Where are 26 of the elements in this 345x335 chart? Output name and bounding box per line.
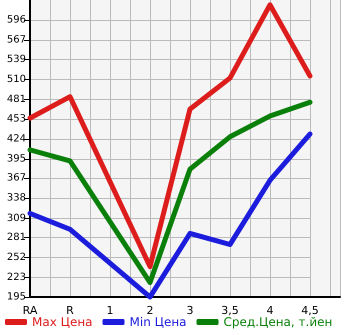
x-tick-label: 2	[146, 304, 154, 317]
y-tick-label: 223	[6, 272, 26, 284]
y-tick-label: 596	[6, 14, 26, 26]
y-tick-label: 481	[6, 94, 26, 105]
x-tick-label: 1	[106, 304, 114, 317]
x-tick-label: R	[66, 304, 74, 317]
x-tick-label: RA	[22, 304, 38, 317]
y-tick-label: 424	[6, 133, 26, 144]
x-tick-label: 3,5	[221, 304, 239, 317]
y-tick-label: 252	[6, 252, 26, 264]
x-tick-label: 3	[186, 304, 194, 317]
y-tick-label: 309	[6, 212, 26, 224]
legend-label: Min Цена	[130, 315, 187, 329]
y-tick-label: 395	[6, 153, 26, 164]
x-tick-label: 4,5	[301, 304, 319, 317]
y-tick-label: 367	[6, 172, 26, 184]
x-tick-label: 4	[266, 304, 274, 317]
y-tick-label: 281	[6, 232, 26, 244]
y-tick-label: 510	[6, 74, 26, 85]
y-tick-label: 567	[6, 34, 26, 46]
legend-label: Max Цена	[32, 315, 93, 329]
y-tick-label: 453	[6, 113, 26, 124]
y-tick-label: 338	[6, 192, 26, 204]
y-tick-label: 195	[6, 292, 26, 302]
legend-label: Сред.Цена, т.йен	[224, 315, 332, 329]
y-tick-label: 539	[6, 54, 26, 65]
